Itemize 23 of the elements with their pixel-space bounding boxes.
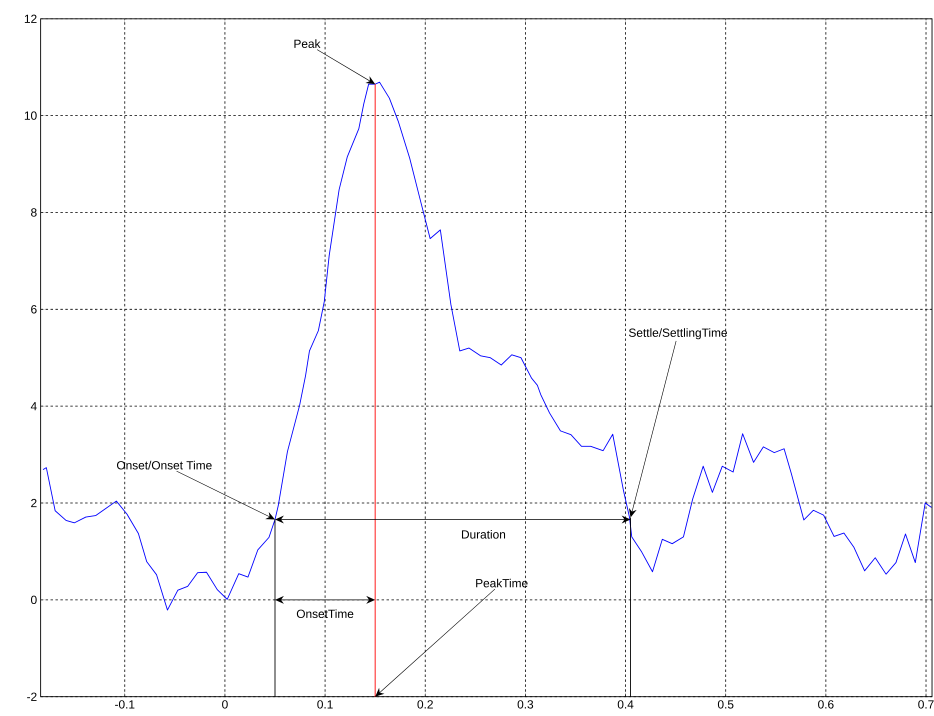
annotation: OnsetTime (296, 609, 354, 618)
y-tick-label: 0 (31, 595, 37, 604)
y-tick-label: 6 (31, 304, 37, 314)
y-tick-label: 10 (24, 111, 37, 120)
x-tick-label: -0.1 (115, 700, 134, 708)
y-tick-label: -2 (27, 692, 37, 701)
x-tick-label: 0.2 (417, 700, 433, 708)
y-tick-label: 12 (24, 14, 37, 23)
x-tick-label: 0.6 (818, 700, 834, 708)
y-tick-label: 8 (31, 208, 37, 216)
y-tick-label: 4 (30, 402, 37, 410)
annotation: Onset/Onset Time (116, 460, 212, 470)
x-tick-label: 0 (222, 700, 228, 708)
x-tick-label: 0.3 (518, 700, 534, 708)
annotation: PeakTime (476, 578, 528, 588)
x-tick-label: 0.7 (918, 700, 934, 708)
x-tick-label: 0.5 (718, 700, 734, 708)
y-tick-label: 2 (31, 498, 37, 507)
x-tick-label: 0.1 (317, 700, 333, 708)
annotation: Peak (294, 39, 320, 48)
annotation: Duration (462, 530, 506, 538)
x-tick-label: 0.4 (618, 700, 634, 708)
annotation: Settle/SettlingTime (628, 328, 727, 340)
